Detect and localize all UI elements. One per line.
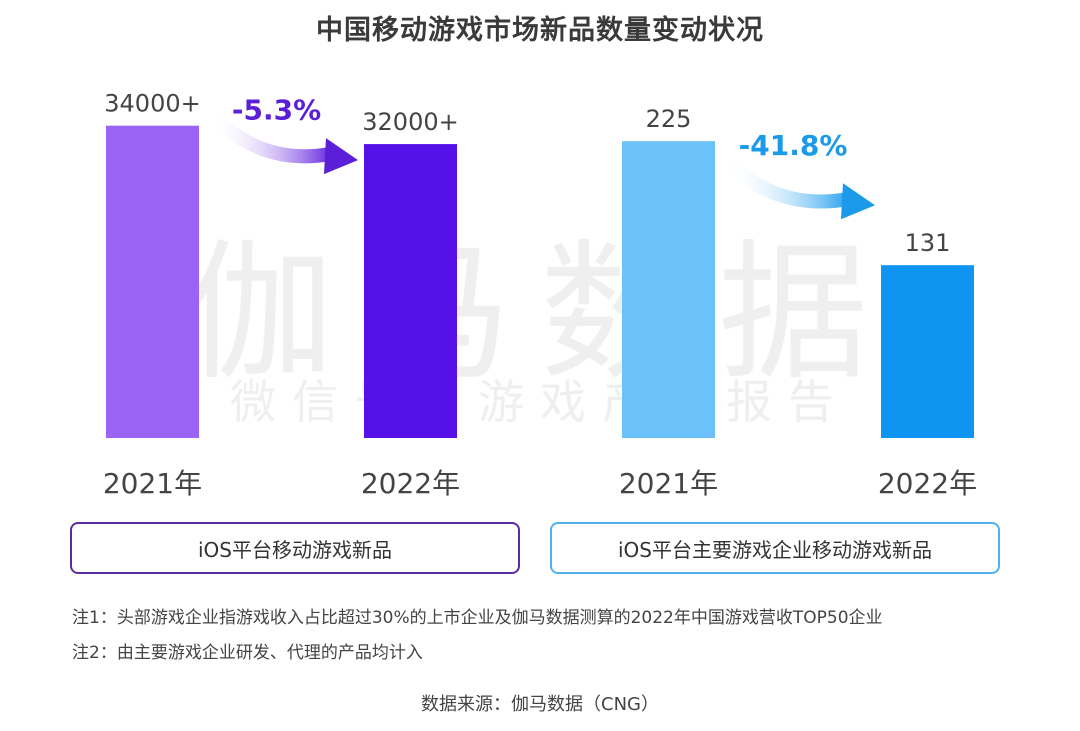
value-label-2: 131 <box>905 229 951 257</box>
change-arrow-head <box>324 138 358 175</box>
change-percent-label: -5.3% <box>232 94 321 127</box>
change-arrow-head <box>841 183 875 220</box>
category-label-1: 2021年 <box>619 467 718 500</box>
value-label-1: 225 <box>646 105 692 133</box>
chart-title: 中国移动游戏市场新品数量变动状况 <box>316 15 764 46</box>
change-arrow <box>205 108 332 164</box>
category-label-1: 2021年 <box>103 467 202 500</box>
category-label-2: 2022年 <box>878 467 977 500</box>
bar-2 <box>364 144 457 438</box>
value-label-2: 32000+ <box>362 108 458 136</box>
note-2: 注2：由主要游戏企业研发、代理的产品均计入 <box>72 643 423 663</box>
change-arrow <box>722 156 849 209</box>
legend-ios-new-games: iOS平台移动游戏新品 <box>70 522 520 574</box>
value-label-1: 34000+ <box>104 90 200 118</box>
chart-ios-new-games: 34000+ 2021年 32000+ 2022年 -5.3% <box>103 90 460 500</box>
category-label-2: 2022年 <box>361 467 460 500</box>
chart-ios-major-companies: 225 2021年 131 2022年 -41.8% <box>619 105 977 500</box>
legend-ios-major-companies: iOS平台主要游戏企业移动游戏新品 <box>550 522 1000 574</box>
bar-1 <box>106 125 199 438</box>
bar-1 <box>622 141 715 439</box>
change-percent-label: -41.8% <box>739 129 848 162</box>
note-1: 注1：头部游戏企业指游戏收入占比超过30%的上市企业及伽马数据测算的2022年中… <box>72 608 883 628</box>
bar-2 <box>881 265 974 438</box>
data-source: 数据来源：伽马数据（CNG） <box>421 694 659 715</box>
